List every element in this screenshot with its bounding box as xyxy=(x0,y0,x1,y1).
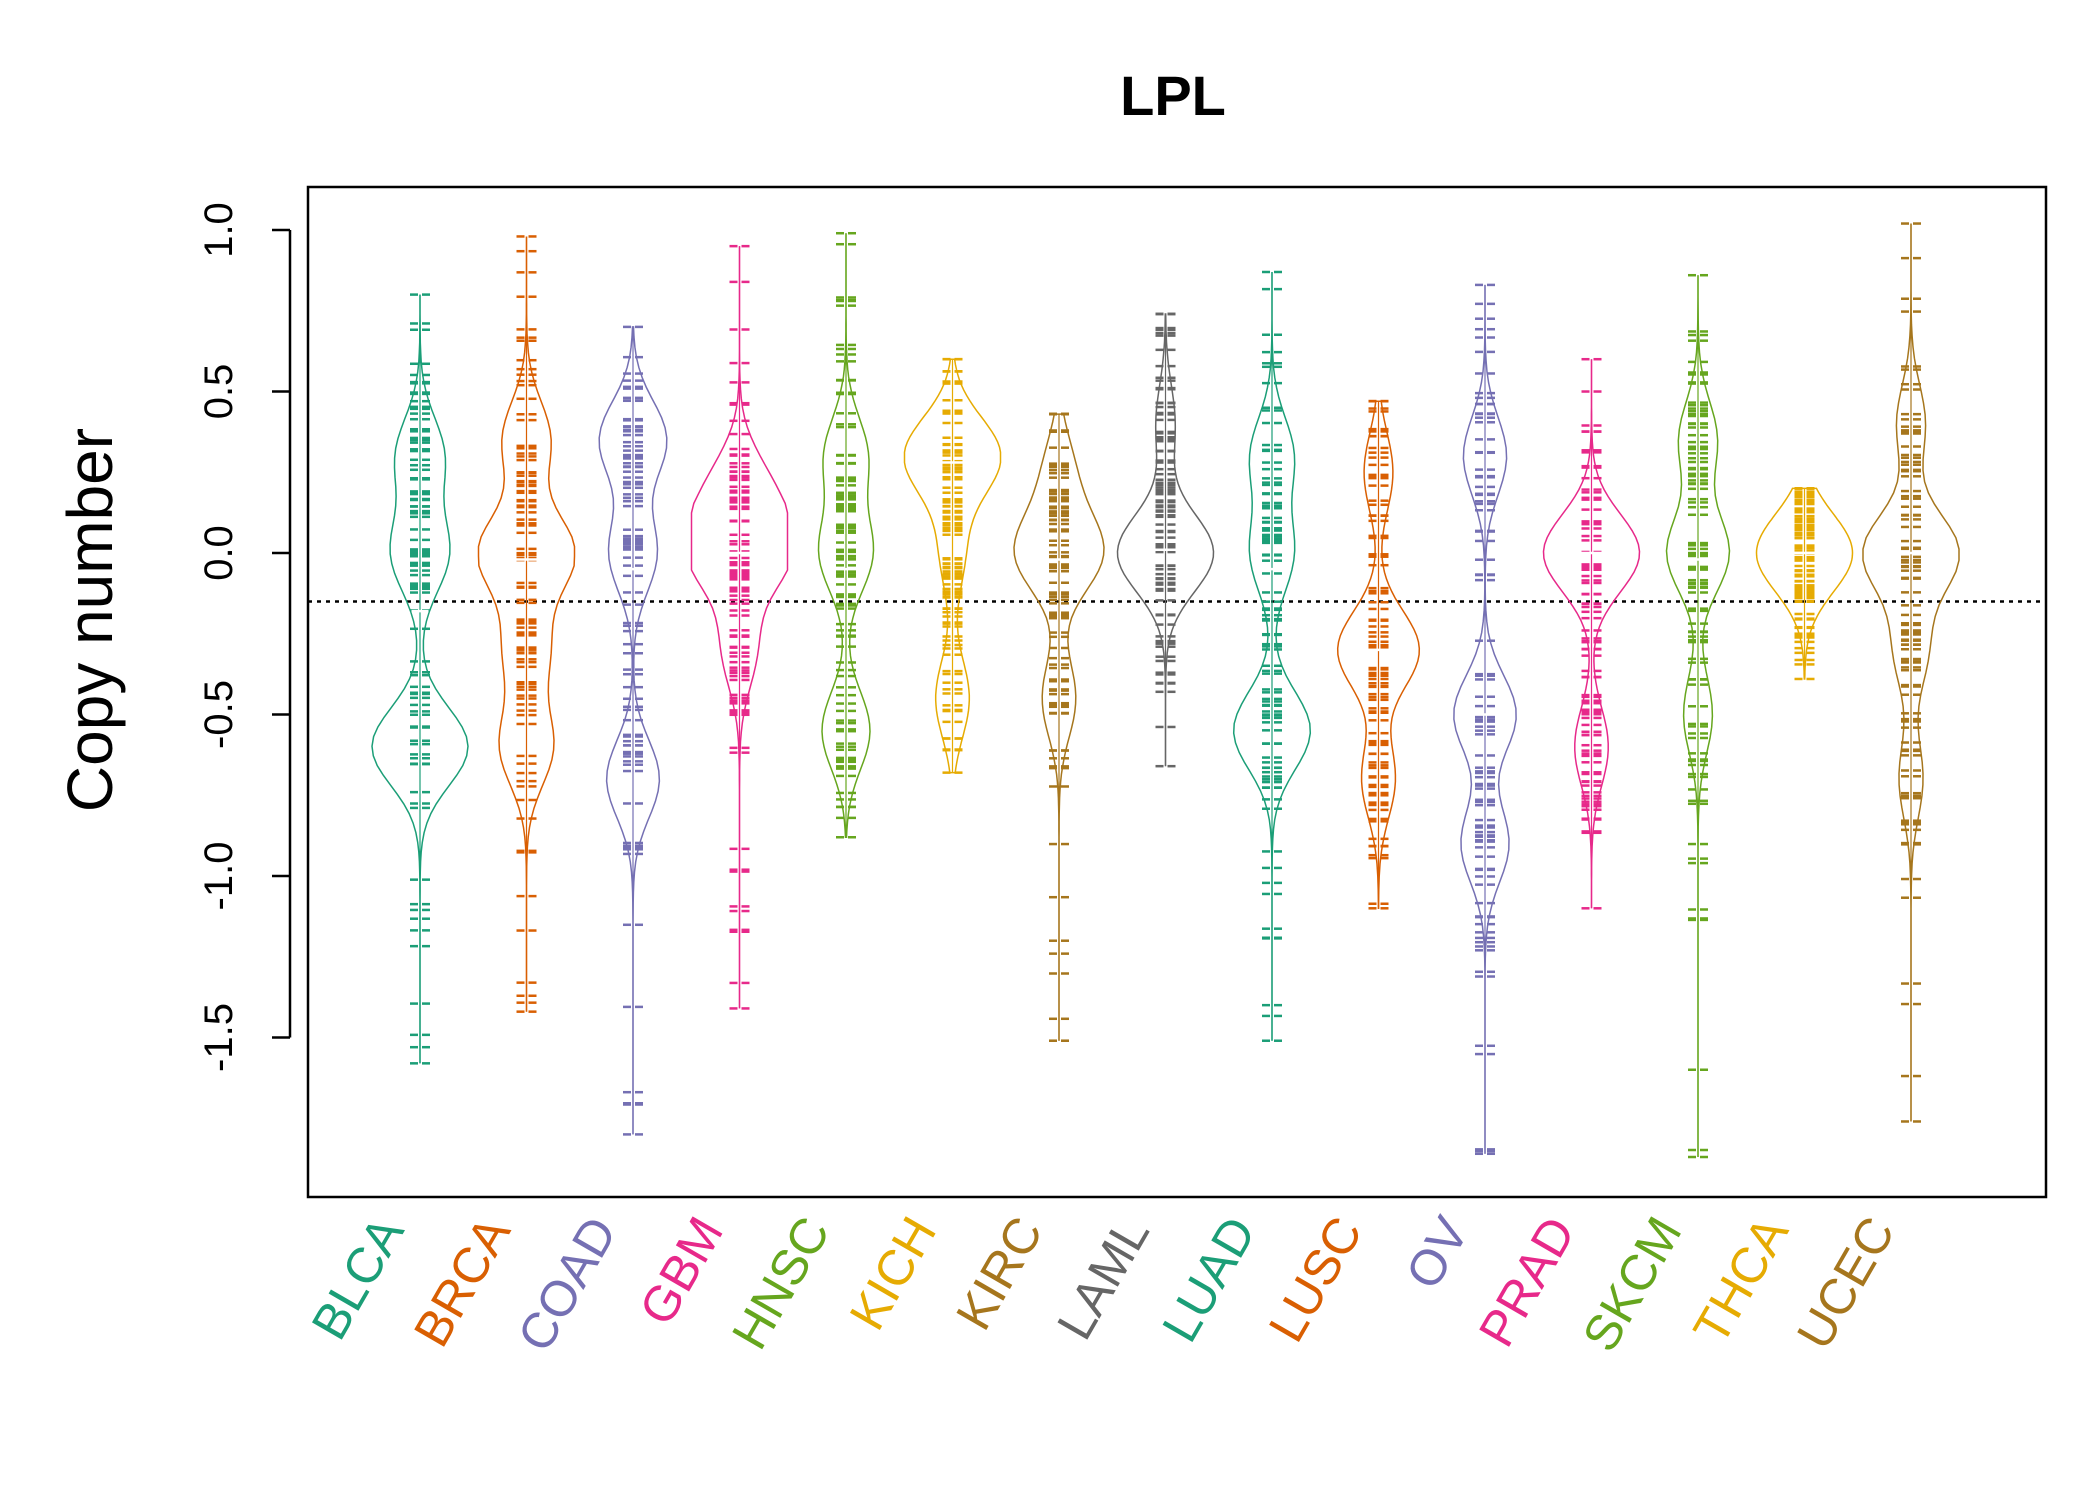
x-category-label: THCA xyxy=(1682,1207,1799,1353)
x-category-label: PRAD xyxy=(1468,1208,1586,1356)
bean-lusc xyxy=(1336,399,1421,910)
y-axis-label: Copy number xyxy=(54,428,126,812)
x-category-label: BRCA xyxy=(403,1207,521,1356)
chart-title: LPL xyxy=(1120,64,1226,127)
bean-kirc xyxy=(1013,412,1105,1042)
y-tick-label: -1.5 xyxy=(197,1003,241,1072)
x-category-label: HNSC xyxy=(721,1208,840,1359)
bean-gbm xyxy=(690,244,789,1010)
y-tick-label: -0.5 xyxy=(197,680,241,749)
bean-outline xyxy=(1862,223,1960,1122)
x-category-label: KIRC xyxy=(945,1208,1053,1339)
bean-prad xyxy=(1542,357,1641,910)
bean-luad xyxy=(1232,270,1312,1042)
y-tick-label: 0.0 xyxy=(197,525,241,581)
bean-blca xyxy=(371,293,469,1065)
bean-outline xyxy=(690,246,789,1009)
bean-ov xyxy=(1453,283,1517,1156)
x-category-label: LAML xyxy=(1046,1208,1160,1349)
y-tick-label: -1.0 xyxy=(197,842,241,911)
x-category-label: UCEC xyxy=(1786,1208,1905,1359)
bean-outline xyxy=(1542,359,1641,909)
y-axis: 1.0 0.5 0.0 -0.5 -1.0 -1.5 xyxy=(197,202,292,1072)
bean-outline xyxy=(371,294,469,1064)
plot-frame xyxy=(306,185,2048,1199)
bean-outline xyxy=(1755,487,1854,680)
bean-ucec xyxy=(1862,222,1960,1123)
x-category-label: BLCA xyxy=(301,1207,415,1349)
x-category-label: KICH xyxy=(839,1208,947,1339)
bean-outline xyxy=(1665,275,1731,1157)
x-category-label: COAD xyxy=(507,1208,628,1361)
bean-laml xyxy=(1116,312,1215,768)
bean-outline xyxy=(1232,272,1312,1041)
x-category-label: LUSC xyxy=(1258,1208,1373,1352)
y-tick-label: 1.0 xyxy=(197,202,241,258)
bean-skcm xyxy=(1665,273,1731,1159)
x-category-label: LUAD xyxy=(1151,1208,1266,1352)
bean-hnsc xyxy=(817,231,875,839)
beans-group xyxy=(371,222,1960,1159)
bean-brca xyxy=(477,235,576,1013)
x-category-label: OV xyxy=(1395,1207,1480,1298)
x-category-label: SKCM xyxy=(1572,1208,1693,1361)
x-category-label: GBM xyxy=(629,1208,734,1335)
bean-coad xyxy=(598,325,668,1136)
bean-thca xyxy=(1755,487,1854,681)
bean-outline xyxy=(477,236,576,1012)
bean-kich xyxy=(903,357,1002,774)
y-tick-label: 0.5 xyxy=(197,364,241,420)
